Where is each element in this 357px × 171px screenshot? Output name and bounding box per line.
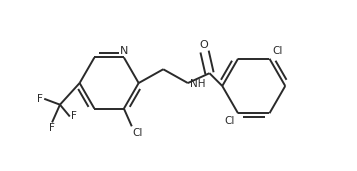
Text: Cl: Cl: [133, 128, 143, 138]
Text: O: O: [199, 40, 208, 50]
Text: F: F: [37, 94, 43, 104]
Text: NH: NH: [190, 79, 205, 89]
Text: Cl: Cl: [272, 46, 283, 56]
Text: N: N: [120, 47, 128, 56]
Text: F: F: [49, 123, 55, 133]
Text: Cl: Cl: [225, 116, 235, 126]
Text: F: F: [71, 111, 77, 121]
